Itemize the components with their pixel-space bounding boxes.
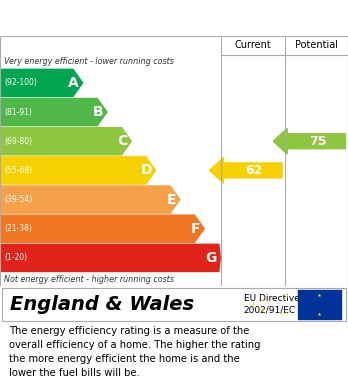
Polygon shape [1, 186, 180, 213]
Text: A: A [69, 76, 79, 90]
Text: (55-68): (55-68) [5, 166, 33, 175]
Text: England & Wales: England & Wales [10, 295, 195, 314]
Polygon shape [1, 244, 220, 271]
Polygon shape [273, 128, 346, 154]
Text: 62: 62 [246, 164, 263, 177]
Text: EU Directive
2002/91/EC: EU Directive 2002/91/EC [244, 294, 300, 315]
Polygon shape [1, 157, 156, 184]
Text: (21-38): (21-38) [5, 224, 33, 233]
Text: F: F [191, 222, 201, 236]
Polygon shape [1, 215, 204, 242]
Text: E: E [167, 193, 176, 206]
Text: Potential: Potential [295, 41, 338, 50]
Text: (81-91): (81-91) [5, 108, 33, 117]
Polygon shape [1, 128, 131, 155]
Text: Very energy efficient - lower running costs: Very energy efficient - lower running co… [4, 57, 174, 66]
Text: (92-100): (92-100) [5, 79, 38, 88]
Text: (39-54): (39-54) [5, 195, 33, 204]
Text: Not energy efficient - higher running costs: Not energy efficient - higher running co… [4, 275, 174, 284]
Text: (1-20): (1-20) [5, 253, 28, 262]
Polygon shape [1, 99, 107, 126]
Bar [298, 290, 341, 319]
Text: B: B [93, 105, 103, 119]
Text: Energy Efficiency Rating: Energy Efficiency Rating [9, 11, 230, 27]
Polygon shape [1, 69, 83, 97]
Text: (69-80): (69-80) [5, 137, 33, 146]
Text: D: D [141, 163, 152, 178]
Text: Current: Current [235, 41, 271, 50]
Text: 75: 75 [309, 135, 326, 148]
Text: The energy efficiency rating is a measure of the
overall efficiency of a home. T: The energy efficiency rating is a measur… [9, 326, 260, 378]
Text: G: G [205, 251, 217, 265]
Polygon shape [209, 158, 282, 183]
Text: C: C [118, 134, 128, 148]
